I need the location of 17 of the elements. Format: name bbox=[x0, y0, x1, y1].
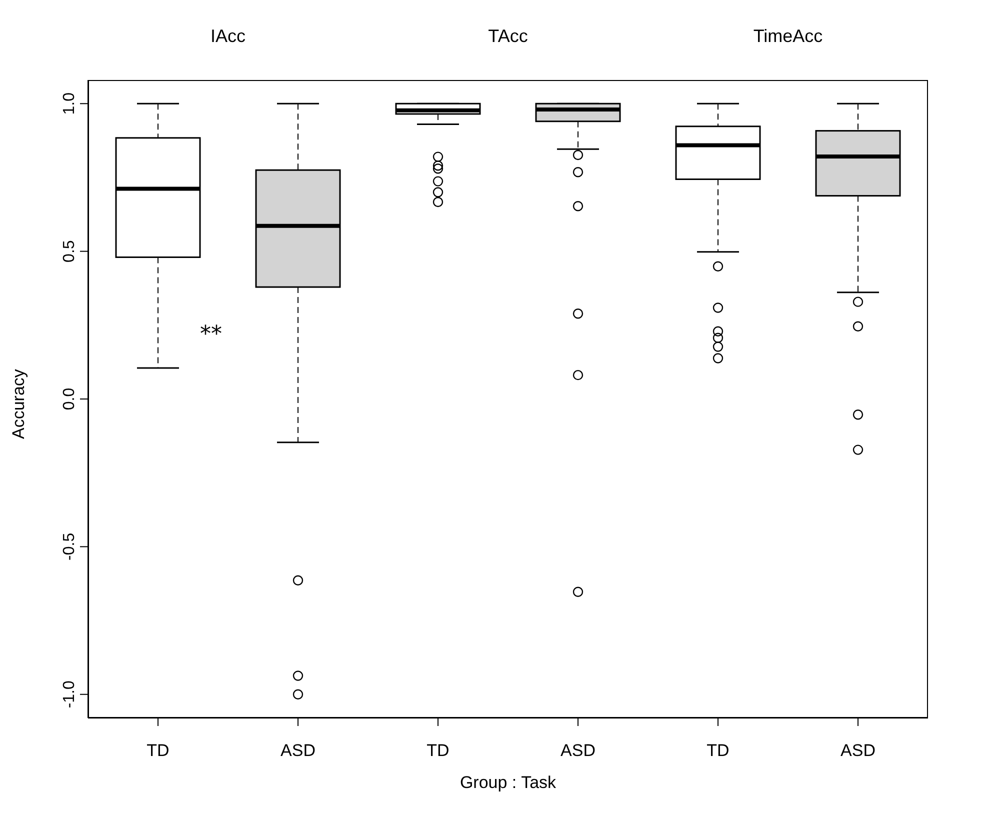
x-tick-label: ASD bbox=[280, 741, 316, 760]
y-tick-label: -0.5 bbox=[61, 532, 78, 560]
x-axis-title: Group : Task bbox=[460, 773, 557, 792]
y-tick-label: 0.0 bbox=[61, 388, 78, 410]
y-tick-label: 1.0 bbox=[61, 92, 78, 115]
x-tick-label: TD bbox=[426, 741, 450, 760]
y-tick-label: 0.5 bbox=[61, 240, 78, 262]
text: TimeAcc bbox=[752, 26, 824, 47]
x-tick-label: ASD bbox=[840, 741, 876, 760]
x-tick-label: TD bbox=[146, 741, 170, 760]
annotation: ** bbox=[200, 322, 222, 348]
y-axis-title: Accuracy bbox=[9, 368, 28, 439]
y-tick-label: -1.0 bbox=[61, 680, 78, 708]
x-tick-label: TD bbox=[706, 741, 730, 760]
x-tick-label: ASD bbox=[560, 741, 596, 760]
text: IAcc bbox=[209, 26, 246, 47]
text: TAcc bbox=[487, 26, 529, 47]
